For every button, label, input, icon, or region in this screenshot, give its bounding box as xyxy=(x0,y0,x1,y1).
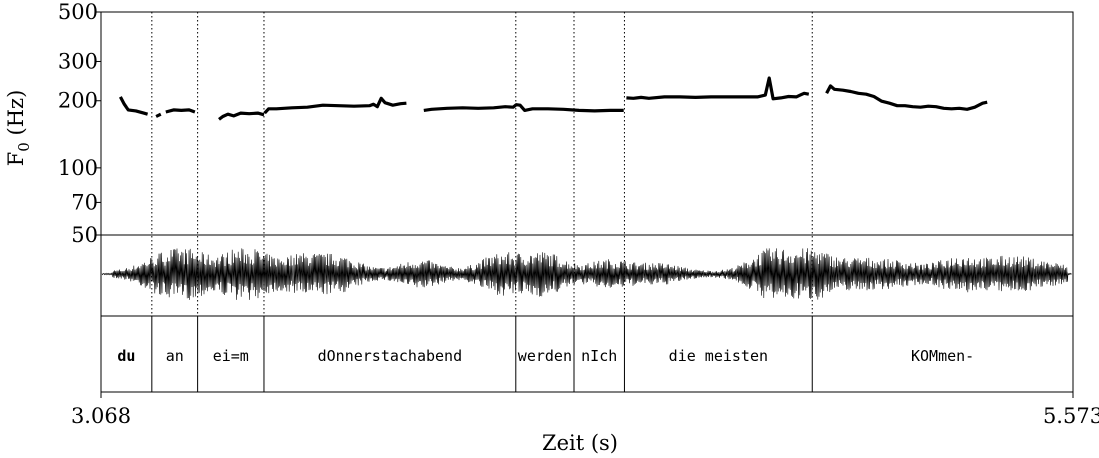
y-tick-label: 100 xyxy=(58,156,98,180)
y-tick-label: 300 xyxy=(58,49,98,73)
y-tick-label: 500 xyxy=(58,0,98,24)
x-axis-title: Zeit (s) xyxy=(542,431,618,455)
f0-segment xyxy=(626,76,810,101)
word-label: dOnnerstachabend xyxy=(318,347,463,365)
f0-segment xyxy=(155,112,162,118)
boundary-dividers xyxy=(151,12,813,392)
f0-segment xyxy=(263,96,407,115)
f0-segment xyxy=(218,111,265,121)
word-label: an xyxy=(166,347,184,365)
x-axis: 3.068 5.573 xyxy=(71,392,1099,428)
word-tier: du an ei=m dOnnerstachabend werden nIch die me… xyxy=(117,347,974,365)
plot-frames xyxy=(100,11,1074,393)
waveform-trace xyxy=(101,248,1072,300)
f0-segment xyxy=(825,84,988,111)
y-axis-ticks: 50 70 100 200 300 500 xyxy=(58,0,101,247)
word-label: du xyxy=(117,347,135,365)
word-label: die meisten xyxy=(669,347,768,365)
f0-segment xyxy=(423,103,624,113)
word-label: KOMmen- xyxy=(911,347,974,365)
y-tick-label: 50 xyxy=(71,223,98,247)
pitch-panel-frame xyxy=(100,11,1074,236)
y-tick-label: 70 xyxy=(71,190,98,214)
x-tick-label: 5.573 xyxy=(1043,404,1099,428)
f0-segment xyxy=(118,96,149,116)
x-tick-label: 3.068 xyxy=(71,404,131,428)
y-axis-title: F0 (Hz) xyxy=(4,90,33,167)
waveform xyxy=(101,248,1072,300)
f0-contour xyxy=(118,76,988,121)
word-label: ei=m xyxy=(213,347,249,365)
f0-segment xyxy=(165,108,196,114)
word-tier-frame xyxy=(100,315,1074,393)
word-label: nIch xyxy=(581,347,617,365)
word-label: werden xyxy=(518,347,572,365)
y-tick-label: 200 xyxy=(58,89,98,113)
